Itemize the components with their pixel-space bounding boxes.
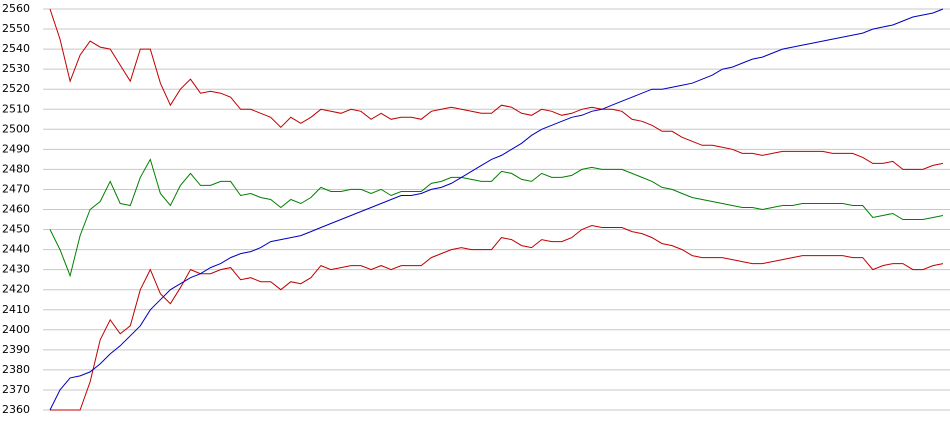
- y-tick-label: 2400: [2, 323, 30, 336]
- series-line: [49, 158, 944, 278]
- y-tick-label: 2520: [2, 82, 30, 95]
- y-tick-label: 2560: [2, 2, 30, 15]
- y-tick-label: 2360: [2, 403, 30, 416]
- y-tick-label: 2470: [2, 182, 30, 195]
- y-tick-label: 2380: [2, 363, 30, 376]
- y-tick-label: 2510: [2, 102, 30, 115]
- series-line: [50, 224, 944, 411]
- y-tick-label: 2540: [2, 42, 30, 55]
- y-tick-label: 2550: [2, 22, 30, 35]
- y-tick-label: 2390: [2, 343, 30, 356]
- y-tick-label: 2530: [2, 62, 30, 75]
- y-tick-label: 2460: [2, 203, 30, 216]
- y-tick-label: 2370: [2, 383, 30, 396]
- y-tick-label: 2410: [2, 303, 30, 316]
- y-tick-label: 2480: [2, 162, 30, 175]
- y-tick-label: 2430: [2, 263, 30, 276]
- y-tick-label: 2500: [2, 122, 30, 135]
- y-tick-label: 2450: [2, 223, 30, 236]
- y-tick-label: 2420: [2, 283, 30, 296]
- y-tick-label: 2490: [2, 142, 30, 155]
- series-line: [49, 8, 944, 411]
- y-tick-label: 2440: [2, 243, 30, 256]
- series-line: [49, 8, 944, 170]
